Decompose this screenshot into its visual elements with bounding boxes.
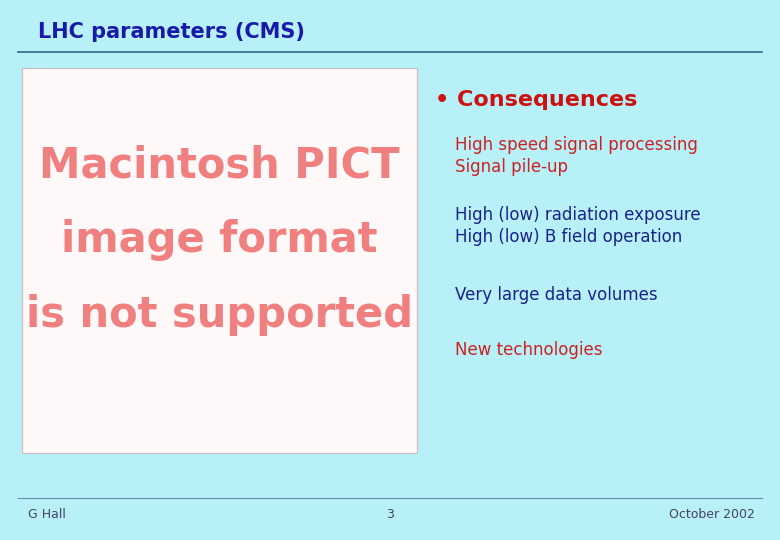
- Text: is not supported: is not supported: [26, 294, 413, 336]
- Text: New technologies: New technologies: [455, 341, 602, 359]
- Text: 3: 3: [386, 509, 394, 522]
- Text: High (low) B field operation: High (low) B field operation: [455, 228, 682, 246]
- Text: G Hall: G Hall: [28, 509, 66, 522]
- Text: High speed signal processing: High speed signal processing: [455, 136, 698, 154]
- Text: Macintosh PICT: Macintosh PICT: [39, 144, 400, 186]
- Text: • Consequences: • Consequences: [435, 90, 637, 110]
- Text: High (low) radiation exposure: High (low) radiation exposure: [455, 206, 700, 224]
- Text: Very large data volumes: Very large data volumes: [455, 286, 658, 304]
- Text: October 2002: October 2002: [669, 509, 755, 522]
- Bar: [22, 68, 417, 453]
- Text: Signal pile-up: Signal pile-up: [455, 158, 568, 176]
- Text: LHC parameters (CMS): LHC parameters (CMS): [38, 22, 305, 42]
- Text: image format: image format: [61, 219, 378, 261]
